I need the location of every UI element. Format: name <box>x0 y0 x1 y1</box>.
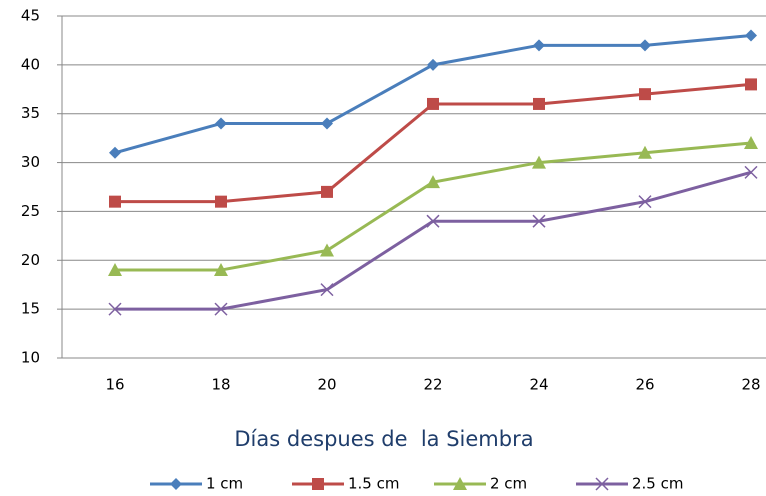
y-tick-label: 40 <box>21 55 40 73</box>
legend-label: 2 cm <box>490 475 527 493</box>
legend-marker <box>453 477 467 490</box>
data-point <box>320 283 334 297</box>
data-point <box>744 165 758 179</box>
data-point <box>745 78 757 91</box>
x-axis-title: Días despues de la Siembra <box>234 427 533 451</box>
x-tick-label: 26 <box>635 376 654 394</box>
legend-label: 1 cm <box>206 475 243 493</box>
data-point <box>533 39 545 52</box>
y-tick-label: 10 <box>21 349 40 367</box>
x-tick-label: 20 <box>317 376 336 394</box>
y-tick-label: 35 <box>21 104 40 122</box>
y-tick-label: 30 <box>21 153 40 171</box>
data-point <box>638 145 652 159</box>
data-point <box>745 29 757 42</box>
legend-label: 1.5 cm <box>348 475 399 493</box>
data-point <box>320 243 334 257</box>
data-point <box>638 195 652 209</box>
data-point <box>108 263 122 277</box>
data-point <box>321 185 333 198</box>
data-point <box>321 117 333 130</box>
data-point <box>426 175 440 189</box>
data-point <box>639 88 651 101</box>
data-point <box>427 58 439 71</box>
data-point <box>215 195 227 208</box>
legend-label: 2.5 cm <box>632 475 683 493</box>
x-tick-label: 22 <box>423 376 442 394</box>
legend-marker <box>595 477 609 491</box>
series-line <box>115 170 752 311</box>
x-tick-label: 24 <box>529 376 548 394</box>
x-tick-label: 28 <box>741 376 760 394</box>
data-point <box>427 97 439 110</box>
data-point <box>215 117 227 130</box>
legend-marker <box>170 478 182 490</box>
y-tick-label: 20 <box>21 251 40 269</box>
data-point <box>214 302 228 316</box>
data-point <box>533 97 545 110</box>
y-tick-label: 45 <box>21 7 40 25</box>
data-point <box>532 214 546 228</box>
x-tick-label: 16 <box>105 376 124 394</box>
y-tick-label: 25 <box>21 202 40 220</box>
legend-marker <box>312 478 324 490</box>
data-point <box>214 263 228 277</box>
data-point <box>639 39 651 52</box>
y-tick-label: 15 <box>21 300 40 318</box>
data-point <box>744 136 758 150</box>
data-point <box>108 302 122 316</box>
x-tick-label: 18 <box>211 376 230 394</box>
data-point <box>426 214 440 228</box>
data-point <box>109 146 121 159</box>
data-point <box>532 155 546 169</box>
data-point <box>109 195 121 208</box>
